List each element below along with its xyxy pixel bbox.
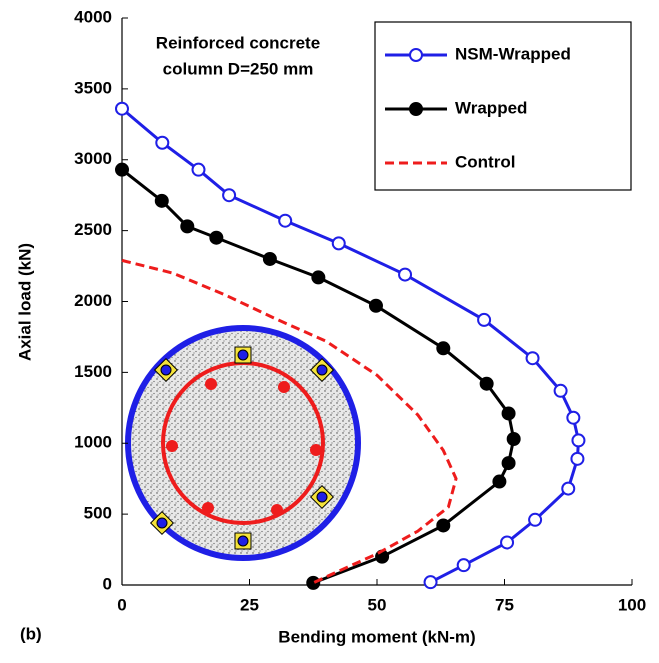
data-point [311,270,326,285]
annotation: column D=250 mm [163,59,314,78]
data-point [262,251,277,266]
legend-label: Control [455,152,515,171]
data-point [528,512,543,527]
data-point [479,376,494,391]
data-point [571,433,586,448]
y-tick-label: 1000 [74,433,112,452]
legend-label: NSM-Wrapped [455,44,571,63]
x-tick-label: 0 [117,595,126,614]
data-point [501,406,516,421]
data-point [436,518,451,533]
legend-marker [409,48,423,62]
data-point [525,351,540,366]
legend-label: Wrapped [455,98,527,117]
data-point [456,558,471,573]
annotation: Reinforced concrete [156,33,320,52]
panel-label: (b) [20,624,42,643]
data-point [492,474,507,489]
legend-marker [409,102,423,116]
series-line [121,168,516,585]
data-point [368,298,383,313]
data-point [506,431,521,446]
data-point [553,383,568,398]
data-point [209,230,224,245]
x-tick-label: 100 [618,595,646,614]
y-tick-label: 3000 [74,149,112,168]
y-tick-label: 2500 [74,220,112,239]
x-tick-label: 75 [495,595,514,614]
data-point [278,213,293,228]
y-tick-label: 500 [84,504,112,523]
data-point [500,535,515,550]
x-tick-label: 50 [368,595,387,614]
data-point [477,312,492,327]
section-inset [125,325,361,561]
x-tick-label: 25 [240,595,259,614]
data-point [155,135,170,150]
data-point [331,236,346,251]
data-point [191,162,206,177]
data-point [566,410,581,425]
y-tick-label: 1500 [74,362,112,381]
series-line [121,258,458,585]
data-point [501,456,516,471]
data-point [115,101,129,116]
data-point [570,451,585,466]
data-point [306,575,321,590]
data-point [423,575,438,590]
data-point [398,267,413,282]
data-point [154,193,169,208]
data-point [561,481,576,496]
x-axis-label: Bending moment (kN-m) [278,627,475,646]
y-axis-label: Axial load (kN) [15,243,34,361]
data-point [180,219,195,234]
y-tick-label: 4000 [74,7,112,26]
y-tick-label: 2000 [74,291,112,310]
y-tick-label: 0 [103,574,112,593]
data-point [115,162,129,177]
data-point [222,188,237,203]
data-point [436,341,451,356]
y-tick-label: 3500 [74,78,112,97]
